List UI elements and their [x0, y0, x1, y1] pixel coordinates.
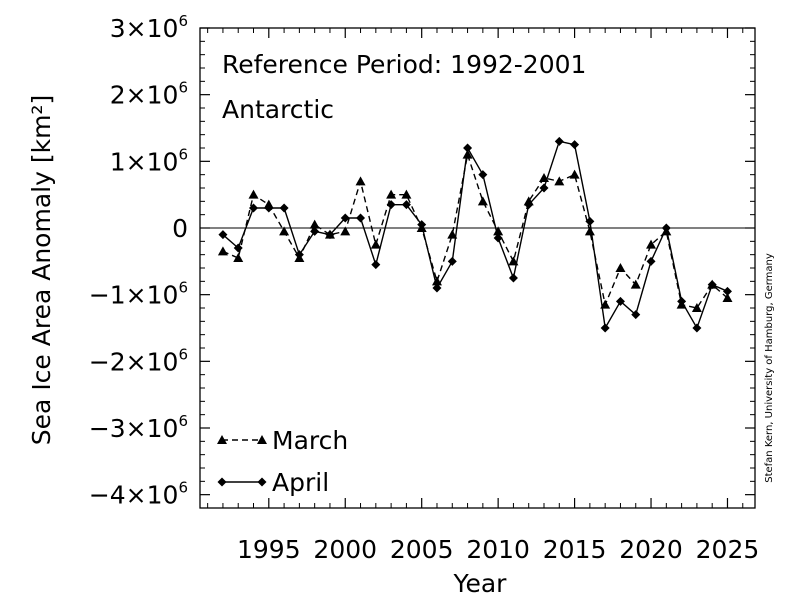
- data-point-april: [417, 220, 427, 230]
- series-line-april: [222, 140, 728, 331]
- region-annotation: Antarctic: [222, 95, 334, 124]
- data-point-april: [294, 250, 304, 260]
- data-point-april: [554, 136, 564, 146]
- data-point-april: [463, 143, 473, 153]
- y-tick-label: 3×106: [110, 12, 188, 43]
- data-point-april: [371, 260, 381, 270]
- data-point-april: [233, 243, 243, 253]
- data-point-april: [661, 223, 671, 233]
- data-point-march: [401, 189, 412, 199]
- data-point-april: [218, 230, 228, 240]
- x-tick-label: 2010: [466, 535, 530, 564]
- data-point-march: [493, 226, 504, 236]
- data-point-april: [677, 296, 687, 306]
- series-line-march: [222, 151, 728, 309]
- data-point-march: [309, 219, 320, 229]
- data-point-march: [722, 293, 733, 302]
- legend-label: March: [272, 426, 348, 455]
- credit-annotation: Stefan Kern, University of Hamburg, Germ…: [764, 253, 775, 483]
- y-tick-label: −3×106: [89, 412, 188, 443]
- data-point-march: [447, 229, 458, 239]
- data-point-march: [477, 196, 488, 206]
- data-point-march: [691, 303, 702, 312]
- x-tick-label: 2015: [543, 535, 607, 564]
- x-tick-label: 1995: [237, 535, 301, 564]
- x-tick-label: 2025: [696, 535, 760, 564]
- legend: March April: [217, 426, 348, 497]
- x-tick-label: 2020: [619, 535, 683, 564]
- data-point-april: [249, 203, 259, 213]
- data-point-april: [356, 213, 366, 223]
- data-point-april: [447, 256, 457, 266]
- x-tick-label: 2000: [313, 535, 377, 564]
- legend-marker: [257, 435, 267, 444]
- data-point-april: [524, 200, 534, 210]
- data-point-april: [539, 183, 549, 193]
- data-point-april: [646, 256, 656, 266]
- data-point-april: [707, 280, 717, 290]
- data-point-march: [340, 226, 351, 236]
- y-axis-label: Sea Ice Area Anomaly [km²]: [27, 95, 56, 445]
- data-point-april: [264, 203, 274, 213]
- data-point-march: [217, 246, 228, 256]
- legend-marker: [217, 477, 227, 487]
- data-point-april: [310, 226, 320, 236]
- data-point-march: [279, 226, 290, 236]
- data-point-march: [462, 149, 473, 159]
- data-point-april: [722, 286, 732, 296]
- legend-marker: [257, 477, 267, 487]
- data-point-april: [615, 296, 625, 306]
- series-march: [217, 149, 733, 312]
- data-point-april: [478, 170, 488, 180]
- y-tick-label: −1×106: [89, 279, 188, 310]
- data-point-march: [630, 279, 641, 289]
- data-point-april: [340, 213, 350, 223]
- y-axis: 3×106 2×106 1×106 0 −1×106 −2×106 −3×106 −4×106: [89, 12, 755, 510]
- x-axis: 1995 2000 2005 2010 2015 2020 2025: [207, 28, 760, 564]
- data-point-april: [493, 233, 503, 243]
- data-point-april: [692, 323, 702, 333]
- y-tick-label: 1×106: [110, 145, 188, 176]
- data-point-april: [279, 203, 289, 213]
- y-tick-label: 0: [172, 214, 188, 243]
- data-point-march: [615, 263, 626, 272]
- data-point-april: [600, 323, 610, 333]
- data-point-march: [248, 189, 259, 199]
- data-point-march: [355, 176, 366, 186]
- data-point-march: [554, 176, 565, 186]
- reference-period-annotation: Reference Period: 1992-2001: [222, 50, 586, 79]
- data-point-april: [432, 283, 442, 293]
- data-point-april: [508, 273, 518, 283]
- data-point-march: [370, 239, 381, 249]
- data-point-april: [401, 200, 411, 210]
- data-point-april: [570, 140, 580, 150]
- x-axis-label: Year: [453, 569, 508, 598]
- data-point-march: [646, 239, 657, 249]
- data-point-april: [325, 230, 335, 240]
- data-point-march: [386, 189, 397, 199]
- legend-item-april: April: [217, 468, 329, 497]
- x-tick-label: 2005: [390, 535, 454, 564]
- legend-label: April: [272, 468, 329, 497]
- data-point-april: [585, 216, 595, 226]
- y-tick-label: 2×106: [110, 79, 188, 110]
- series-layer: [217, 136, 733, 333]
- series-april: [218, 136, 732, 333]
- data-point-april: [386, 200, 396, 210]
- data-point-april: [631, 310, 641, 320]
- data-point-march: [584, 226, 595, 236]
- y-tick-label: −2×106: [89, 345, 188, 376]
- data-point-march: [233, 253, 244, 262]
- legend-marker: [217, 435, 227, 444]
- y-tick-label: −4×106: [89, 479, 188, 510]
- legend-item-march: March: [217, 426, 348, 455]
- data-point-march: [569, 169, 580, 179]
